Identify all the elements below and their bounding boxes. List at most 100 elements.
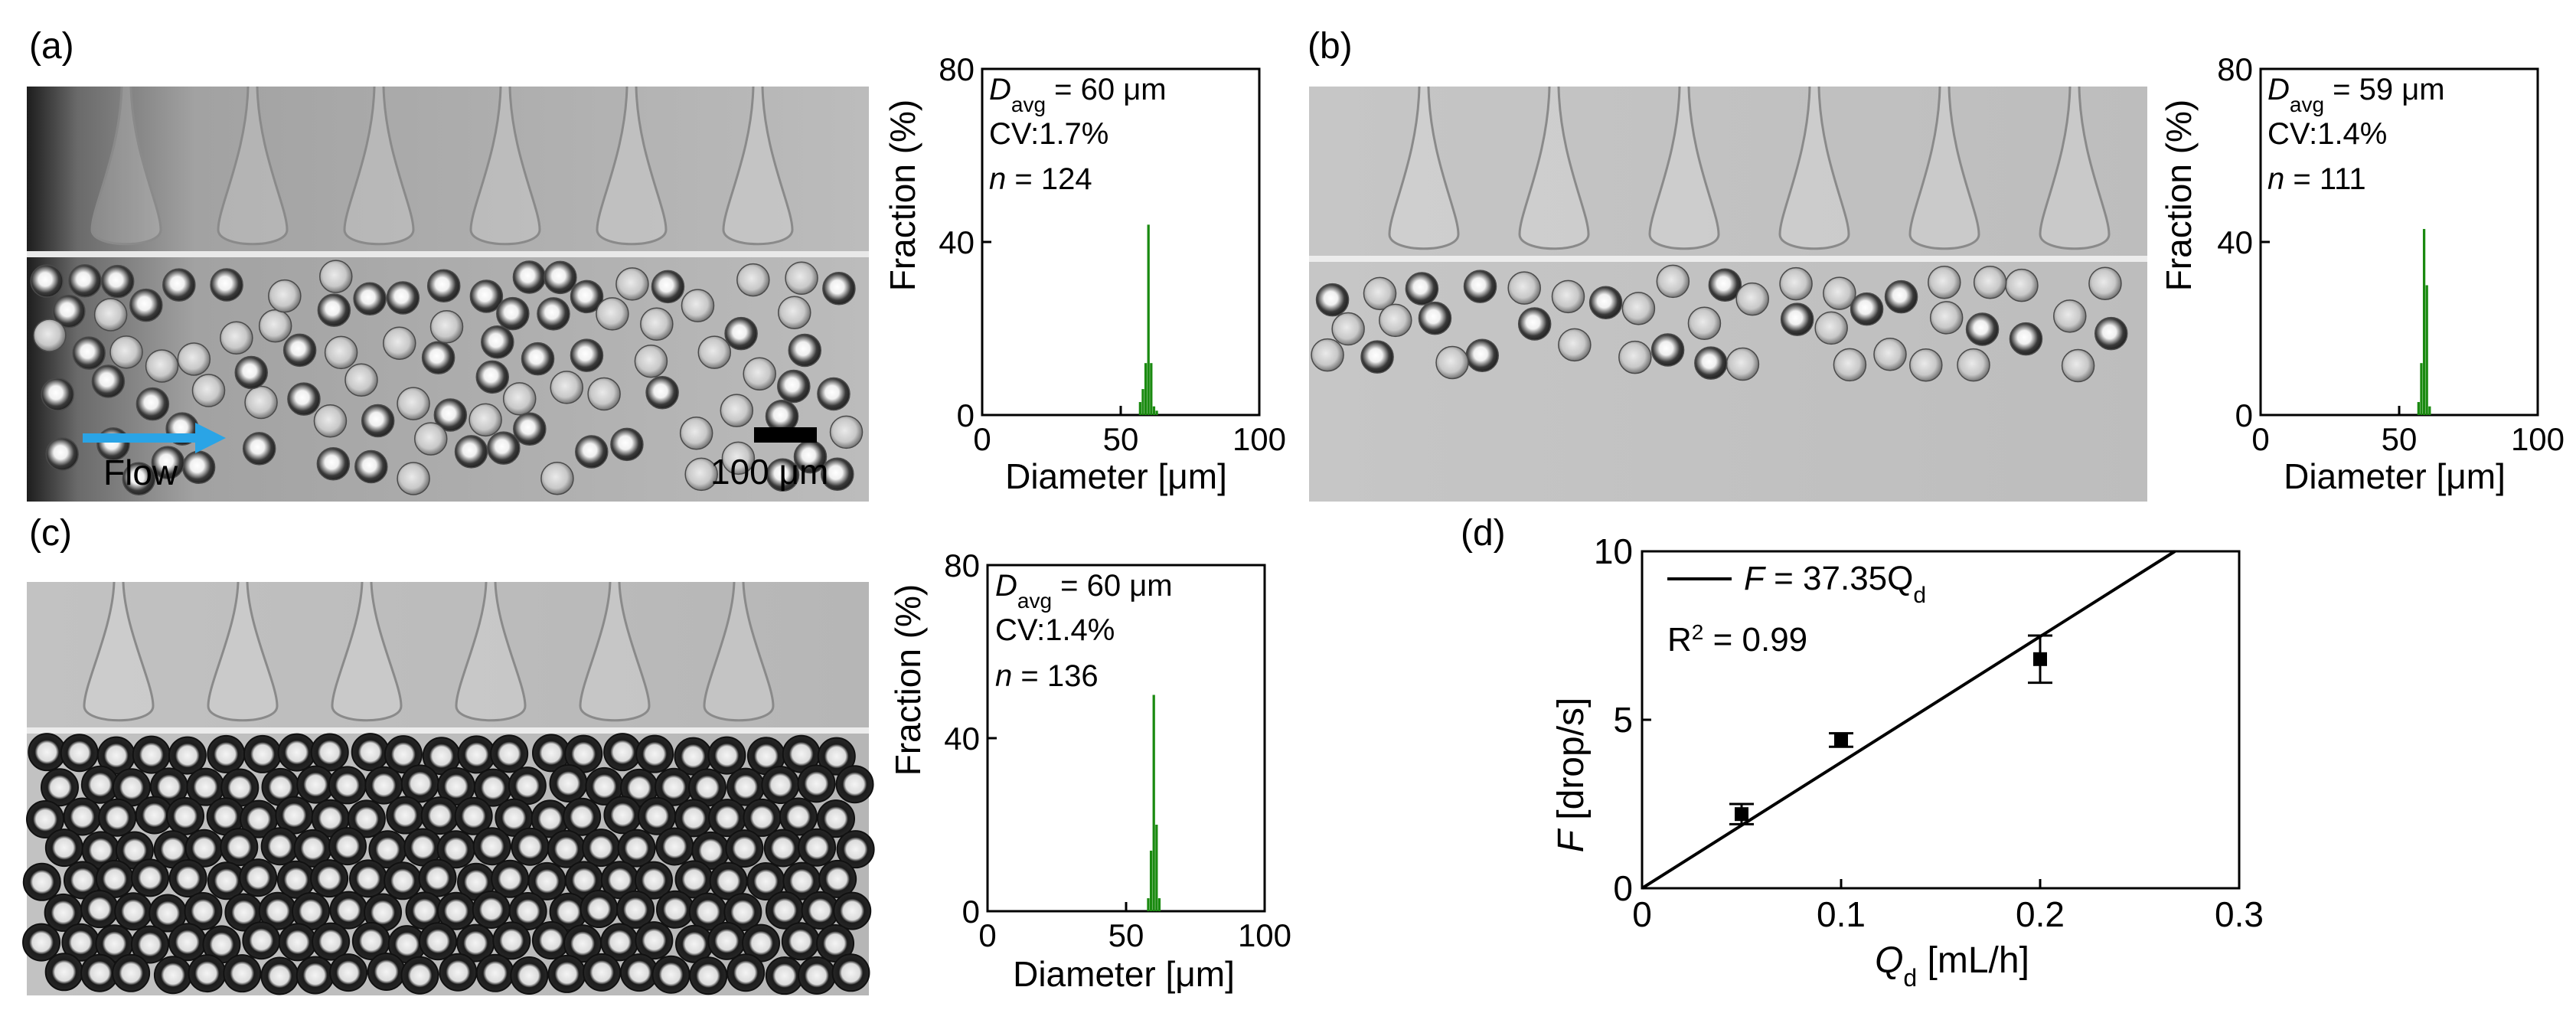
droplet bbox=[1687, 306, 1722, 341]
droplet bbox=[1379, 303, 1412, 338]
droplet bbox=[610, 427, 644, 462]
droplet bbox=[490, 734, 529, 773]
panel-label-a: (a) bbox=[29, 26, 74, 67]
histogram-bar bbox=[1147, 224, 1150, 415]
droplet bbox=[481, 325, 514, 359]
droplet bbox=[316, 447, 351, 481]
droplet bbox=[278, 923, 317, 962]
droplet bbox=[317, 293, 351, 327]
droplet bbox=[502, 382, 537, 416]
droplet bbox=[1965, 312, 2000, 346]
droplet bbox=[766, 458, 800, 492]
y-tick-label: 80 bbox=[2217, 51, 2253, 87]
droplet bbox=[242, 921, 281, 960]
nozzle bbox=[596, 86, 668, 246]
droplet bbox=[1957, 348, 1990, 382]
droplet bbox=[433, 398, 468, 432]
droplet bbox=[400, 956, 439, 995]
droplet bbox=[817, 799, 856, 838]
data-point bbox=[2033, 652, 2047, 666]
histogram-bar bbox=[1155, 825, 1158, 911]
droplet bbox=[130, 925, 169, 964]
droplet bbox=[743, 357, 776, 391]
nozzle-array-b bbox=[1388, 86, 2111, 250]
droplet bbox=[414, 422, 448, 456]
nozzle bbox=[343, 86, 415, 246]
droplet bbox=[33, 319, 67, 352]
droplet bbox=[329, 953, 368, 992]
droplet bbox=[258, 309, 292, 343]
droplet bbox=[549, 764, 588, 803]
histogram-bar bbox=[1144, 363, 1148, 415]
histogram-bar bbox=[1147, 898, 1150, 911]
droplet bbox=[831, 953, 870, 992]
droplet bbox=[45, 437, 79, 471]
droplet bbox=[487, 431, 521, 465]
nozzle bbox=[207, 581, 279, 722]
histogram-a: Fraction (%) Diameter [μm] Davg = 60 μm … bbox=[883, 51, 1286, 496]
hist-b-ylabel: Fraction (%) bbox=[2159, 100, 2199, 291]
droplet bbox=[1735, 282, 1769, 316]
droplet bbox=[386, 281, 420, 315]
micrograph-b bbox=[1309, 86, 2147, 502]
droplet bbox=[472, 890, 511, 929]
histogram-bar bbox=[2422, 229, 2426, 415]
droplet bbox=[91, 364, 126, 398]
droplet bbox=[679, 416, 713, 450]
droplet bbox=[645, 376, 679, 410]
histogram-bar bbox=[1149, 850, 1153, 911]
droplet bbox=[354, 449, 388, 484]
droplet bbox=[547, 954, 586, 993]
droplet bbox=[634, 344, 668, 378]
droplet bbox=[361, 404, 395, 438]
droplet bbox=[2094, 316, 2128, 351]
hist-c-xlabel: Diameter [μm] bbox=[1013, 954, 1235, 994]
hist-a-xlabel: Diameter [μm] bbox=[1005, 456, 1227, 496]
droplet bbox=[603, 733, 642, 772]
panel-label-b: (b) bbox=[1308, 26, 1353, 67]
nozzle bbox=[1518, 86, 1590, 250]
droplet bbox=[512, 260, 547, 294]
droplets-c bbox=[22, 733, 875, 995]
droplet bbox=[353, 282, 387, 316]
hist-a-stat-davg: Davg = 60 μm bbox=[989, 73, 1167, 116]
y-tick-label: 40 bbox=[2217, 224, 2253, 260]
droplet bbox=[98, 798, 137, 837]
scale-bar-label: 100 μm bbox=[710, 452, 828, 492]
droplet bbox=[22, 923, 61, 962]
droplet bbox=[537, 297, 570, 331]
droplet bbox=[68, 263, 102, 298]
droplet bbox=[132, 735, 171, 774]
flow-label: Flow bbox=[103, 453, 178, 492]
droplet bbox=[1360, 340, 1394, 374]
droplet bbox=[454, 435, 488, 469]
nozzle bbox=[1388, 86, 1460, 250]
droplet bbox=[260, 827, 299, 866]
droplet bbox=[1405, 272, 1439, 306]
droplet bbox=[1873, 338, 1907, 371]
x-tick-label: 0 bbox=[973, 421, 991, 457]
fit-line bbox=[1641, 550, 2176, 890]
droplet bbox=[383, 326, 416, 360]
droplet bbox=[210, 268, 243, 302]
droplet bbox=[570, 279, 604, 314]
droplet bbox=[829, 415, 864, 449]
droplet bbox=[268, 279, 302, 313]
y-tick-label: 0 bbox=[962, 894, 980, 930]
droplet bbox=[384, 861, 423, 900]
droplet bbox=[397, 462, 430, 495]
hist-b-xlabel: Diameter [μm] bbox=[2284, 456, 2506, 496]
droplet bbox=[310, 733, 349, 772]
droplet bbox=[720, 394, 754, 427]
droplet bbox=[1463, 270, 1497, 303]
droplet bbox=[168, 736, 207, 775]
droplet bbox=[234, 355, 268, 390]
droplet bbox=[616, 890, 655, 929]
droplet bbox=[721, 441, 756, 476]
droplet bbox=[763, 829, 802, 868]
droplet bbox=[583, 953, 622, 992]
droplet bbox=[287, 382, 321, 416]
droplet bbox=[22, 862, 61, 901]
droplet bbox=[788, 333, 822, 368]
droplet bbox=[1621, 292, 1656, 325]
